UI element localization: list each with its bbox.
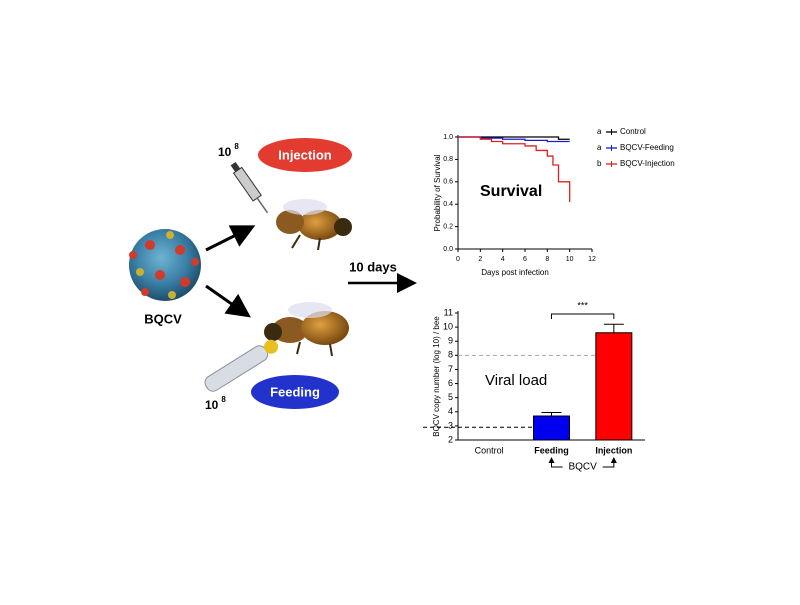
x-tick-label: 4 <box>501 256 505 263</box>
x-axis-label: Days post infection <box>481 268 549 277</box>
y-tick-label: 0.0 <box>443 246 453 253</box>
arrow <box>205 225 256 252</box>
y-tick-label: 7 <box>448 364 453 374</box>
survival-line <box>458 136 570 143</box>
y-tick-label: 5 <box>448 392 453 402</box>
arrow <box>205 284 251 318</box>
dose-exponent: 8 <box>234 142 239 151</box>
bee-icon <box>264 302 349 357</box>
legend-label: Control <box>620 127 646 136</box>
injection-pill <box>258 138 352 172</box>
bar <box>595 332 633 441</box>
legend-group: a <box>597 143 602 152</box>
x-tick-label: 6 <box>523 256 527 263</box>
significance-label: *** <box>577 300 588 310</box>
legend-group: b <box>597 159 602 168</box>
y-tick-label: 8 <box>448 350 453 360</box>
time-label: 10 days <box>349 259 397 274</box>
x-tick-label: Control <box>475 445 504 455</box>
y-tick-label: 9 <box>448 336 453 346</box>
bar <box>533 415 570 441</box>
group-label: BQCV <box>568 462 597 473</box>
x-tick-label: 0 <box>456 256 460 263</box>
y-tick-label: 0.2 <box>443 223 453 230</box>
syringe-icon <box>230 161 269 214</box>
survival-line <box>458 136 570 140</box>
injection-label: Injection <box>278 147 332 162</box>
x-tick-label: Injection <box>595 445 632 455</box>
virus-label: BQCV <box>144 311 182 326</box>
bee-icon <box>276 199 352 251</box>
y-axis-label: BQCV copy number (log 10) / bee <box>432 316 441 437</box>
y-axis-label: Probability of Survival <box>433 154 442 231</box>
feeding-label: Feeding <box>270 384 320 399</box>
y-tick-label: 6 <box>448 378 453 388</box>
x-tick-label: 12 <box>588 256 596 263</box>
dose-base: 10 <box>218 145 232 159</box>
legend-label: BQCV-Feeding <box>620 143 674 152</box>
y-tick-label: 3 <box>448 420 453 430</box>
y-tick-label: 0.8 <box>443 156 453 163</box>
survival-line <box>458 136 571 202</box>
annotation: Survival <box>480 183 542 200</box>
significance-bracket <box>551 313 615 319</box>
y-tick-label: 2 <box>448 434 453 444</box>
group-arrow <box>548 457 563 468</box>
tube-icon <box>204 339 279 392</box>
y-tick-label: 0.4 <box>443 201 453 208</box>
y-tick-label: 0.6 <box>443 179 453 186</box>
y-tick-label: 1.0 <box>443 134 453 141</box>
group-arrow <box>602 457 617 468</box>
y-tick-label: 4 <box>448 406 453 416</box>
legend-label: BQCV-Injection <box>620 159 675 168</box>
y-tick-label: 10 <box>443 321 453 331</box>
legend-group: a <box>597 127 602 136</box>
x-tick-label: 10 <box>566 256 574 263</box>
x-tick-label: 2 <box>478 256 482 263</box>
x-tick-label: 8 <box>545 256 549 263</box>
virus-icon <box>129 229 201 301</box>
dose-base: 10 <box>205 398 219 412</box>
annotation: Viral load <box>485 372 547 389</box>
dose: 10 8 <box>218 142 239 159</box>
y-tick-label: 11 <box>444 307 453 317</box>
feeding-pill <box>251 375 339 409</box>
x-tick-label: Feeding <box>534 445 569 455</box>
dose-exponent: 8 <box>221 395 226 404</box>
dose: 10 8 <box>205 395 226 412</box>
